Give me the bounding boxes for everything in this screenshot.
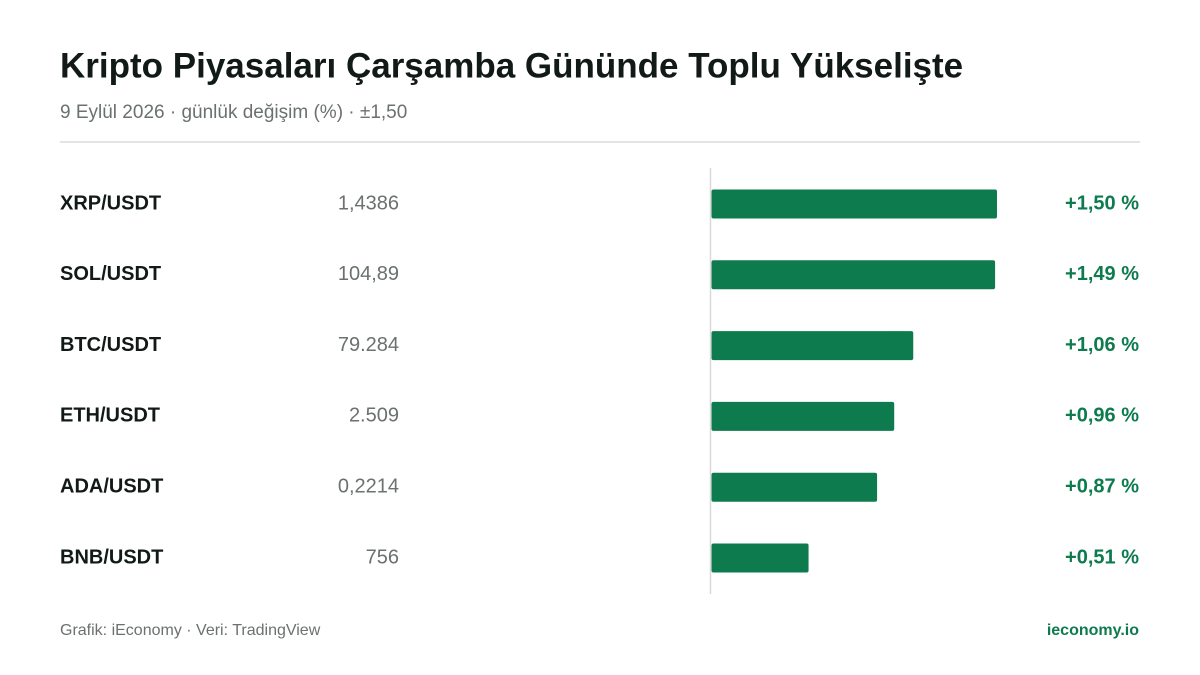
price-label: 0,2214: [338, 475, 399, 497]
chart-title: Kripto Piyasaları Çarşamba Gününde Toplu…: [60, 46, 963, 85]
value-label: +1,50 %: [1065, 192, 1139, 214]
category-label: ETH/USDT: [60, 405, 160, 427]
bar: [711, 331, 914, 361]
value-label: +0,51 %: [1065, 546, 1139, 568]
chart-subtitle: 9 Eylül 2026 · günlük değişim (%) · ±1,5…: [60, 102, 407, 123]
price-label: 1,4386: [338, 192, 399, 214]
category-label: BTC/USDT: [60, 334, 161, 356]
value-label: +1,06 %: [1065, 334, 1139, 356]
price-label: 79.284: [338, 334, 399, 356]
value-label: +0,87 %: [1065, 475, 1139, 497]
source: Grafik: iEconomy · Veri: TradingView: [60, 622, 321, 639]
bar: [711, 401, 895, 431]
value-label: +0,96 %: [1065, 405, 1139, 427]
category-label: ADA/USDT: [60, 475, 163, 497]
category-label: SOL/USDT: [60, 263, 161, 285]
category-label: XRP/USDT: [60, 192, 161, 214]
category-label: BNB/USDT: [60, 546, 163, 568]
bar: [711, 472, 878, 502]
bar: [711, 543, 809, 573]
brand: ieconomy.io: [1047, 622, 1139, 639]
price-label: 104,89: [338, 263, 399, 285]
value-label: +1,49 %: [1065, 263, 1139, 285]
bar: [711, 260, 996, 290]
bar: [711, 189, 997, 219]
price-label: 2.509: [349, 405, 399, 427]
price-label: 756: [366, 546, 399, 568]
